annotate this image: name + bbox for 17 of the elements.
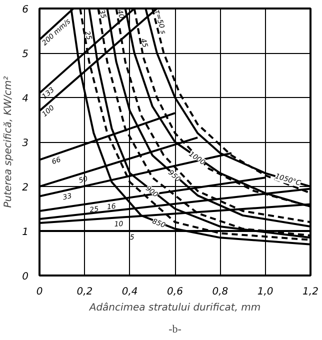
- y-tick-label: 5: [22, 49, 29, 60]
- x-tick-label: 0: [36, 286, 43, 298]
- y-tick-label: 4: [22, 94, 29, 104]
- y-tick-label: 6: [22, 4, 29, 16]
- x-axis-title: Adâncimea stratului durificat, mm: [88, 302, 261, 314]
- y-tick-label: 2: [22, 182, 29, 194]
- x-tick-label: 1,2: [302, 286, 318, 298]
- y-tick-label: 3: [22, 138, 29, 149]
- x-tick-label: 0,2: [76, 286, 93, 298]
- y-axis-title: Puterea specifică, KW/cm²: [3, 76, 14, 208]
- x-tick-label: 0,4: [122, 286, 138, 298]
- x-tick-label: 0,6: [167, 286, 183, 298]
- x-tick-label: 0,8: [212, 286, 228, 298]
- text: -b-: [168, 324, 182, 336]
- y-tick-label: 1: [22, 227, 29, 238]
- x-tick-label: 1,0: [257, 286, 274, 298]
- y-tick-label: 0: [22, 272, 29, 282]
